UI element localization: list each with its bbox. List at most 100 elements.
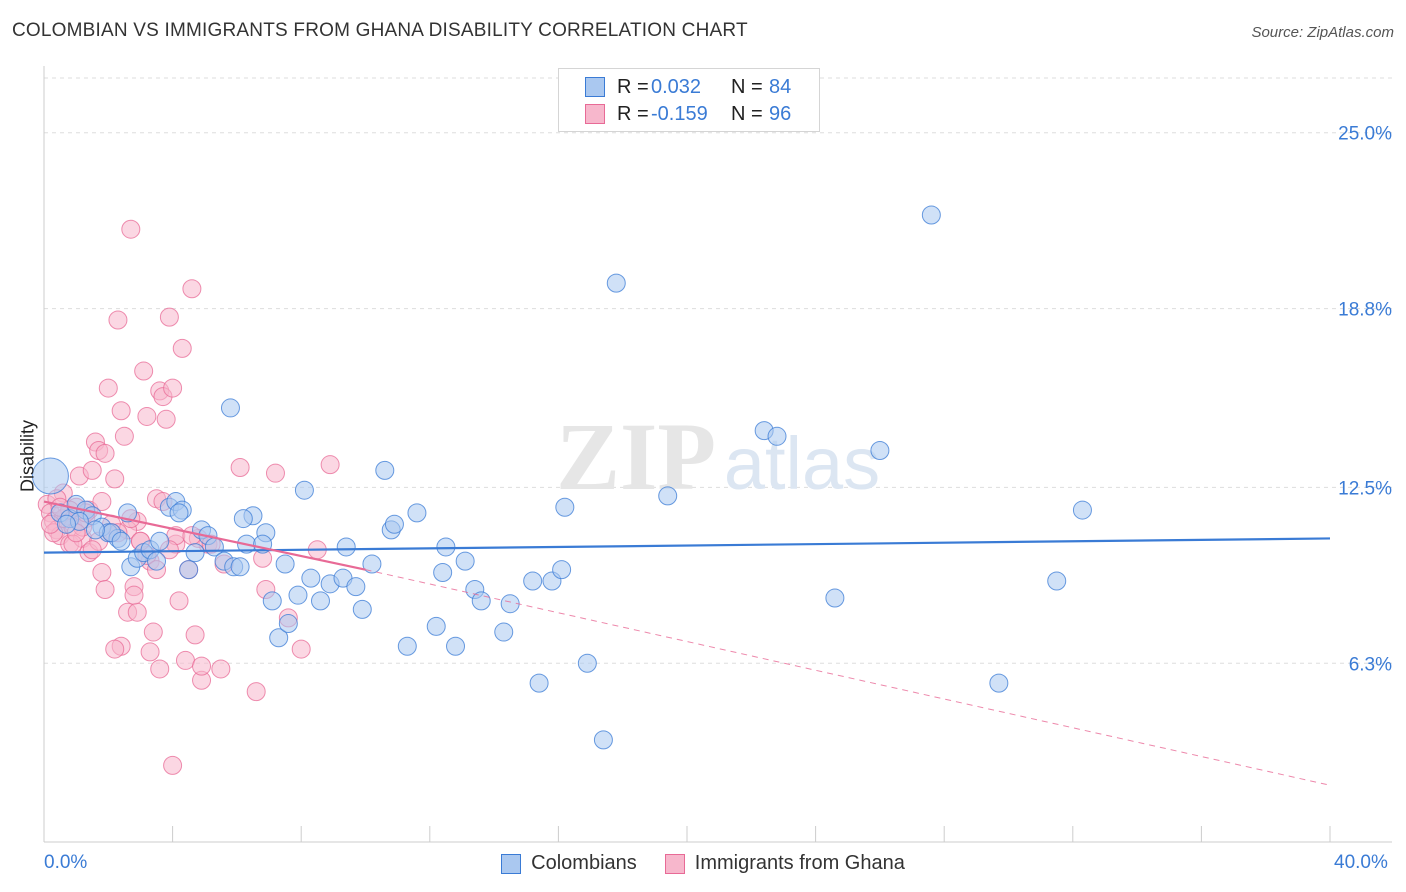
ghana-trend-line — [43, 500, 366, 571]
legend-r-value: -0.159 — [651, 102, 708, 125]
colombian-point — [85, 520, 105, 540]
ghana-point — [159, 307, 179, 327]
ghana-point — [111, 401, 131, 421]
x-tick-max: 40.0% — [1334, 852, 1388, 873]
ghana-point — [291, 639, 311, 659]
ghana-point — [172, 338, 192, 358]
legend-swatch-pink — [585, 104, 605, 124]
ghana-point — [95, 580, 115, 600]
ghana-point — [246, 682, 266, 702]
ghana-points — [37, 219, 340, 775]
colombian-point — [262, 591, 282, 611]
legend-r-value: 0.032 — [651, 75, 702, 98]
ghana-point — [82, 540, 102, 560]
ghana-point — [98, 378, 118, 398]
legend-n-label: N = — [731, 102, 763, 125]
legend-swatch-pink — [664, 853, 685, 874]
colombian-point — [767, 426, 787, 446]
colombian-point — [446, 636, 466, 656]
colombian-point — [294, 480, 314, 500]
watermark-zip: ZIP — [556, 403, 716, 510]
colombian-point — [397, 636, 417, 656]
colombian-trend-line — [43, 537, 1331, 554]
colombian-point — [150, 531, 170, 551]
colombian-point — [870, 440, 890, 460]
ghana-point — [108, 310, 128, 330]
colombian-point — [288, 585, 308, 605]
colombian-point — [523, 571, 543, 591]
colombian-point — [555, 497, 575, 517]
legend-label-ghana: Immigrants from Ghana — [694, 852, 905, 874]
ghana-point — [105, 639, 125, 659]
colombian-point — [346, 577, 366, 597]
x-tick-min: 0.0% — [44, 852, 88, 873]
y-axis-label: Disability — [17, 419, 38, 493]
ghana-point — [114, 426, 134, 446]
ghana-point — [124, 585, 144, 605]
series-legend: Colombians Immigrants from Ghana — [0, 852, 1406, 875]
ghana-point — [163, 755, 183, 775]
colombian-point — [375, 460, 395, 480]
colombian-point — [658, 486, 678, 506]
colombian-point — [825, 588, 845, 608]
colombian-point — [384, 514, 404, 534]
ghana-point — [320, 455, 340, 475]
colombian-point — [529, 673, 549, 693]
colombian-point — [433, 562, 453, 582]
ghana-point — [127, 602, 147, 622]
colombian-point — [352, 599, 372, 619]
colombian-point — [230, 557, 250, 577]
ghana-point — [121, 219, 141, 239]
colombian-points — [31, 205, 1092, 750]
ghana-point — [143, 622, 163, 642]
ghana-point — [156, 409, 176, 429]
ghana-point — [140, 642, 160, 662]
colombian-point — [362, 554, 382, 574]
colombian-point — [185, 543, 205, 563]
colombian-point — [336, 537, 356, 557]
colombian-point — [606, 273, 626, 293]
ghana-point — [211, 659, 231, 679]
ghana-point — [92, 492, 112, 512]
y-tick-label: 25.0% — [1338, 124, 1392, 145]
ghana-point — [230, 458, 250, 478]
legend-item-colombians[interactable]: Colombians — [501, 852, 637, 875]
ghana-point — [95, 443, 115, 463]
colombian-point — [921, 205, 941, 225]
colombian-point — [233, 509, 253, 529]
trend-lines — [43, 500, 1331, 786]
legend-n-value: 96 — [769, 102, 792, 125]
ghana-point — [134, 361, 154, 381]
colombian-point — [111, 531, 131, 551]
colombian-point — [1072, 500, 1092, 520]
ghana-point — [82, 460, 102, 480]
y-tick-label: 12.5% — [1338, 478, 1392, 499]
ghana-point — [163, 378, 183, 398]
y-tick-label: 18.8% — [1338, 300, 1392, 321]
legend-r-label: R = — [617, 75, 649, 98]
legend-item-ghana[interactable]: Immigrants from Ghana — [664, 852, 905, 875]
colombian-point — [1047, 571, 1067, 591]
legend-row-colombians: R = 0.032 N = 84 — [585, 74, 791, 100]
colombian-point — [407, 503, 427, 523]
colombian-point — [278, 614, 298, 634]
ghana-point — [265, 463, 285, 483]
colombian-point — [169, 503, 189, 523]
y-tick-labels: 6.3% 12.5% 18.8% 25.0% — [1338, 124, 1392, 676]
correlation-legend: R = 0.032 N = 84 R = -0.159 N = 96 — [558, 68, 820, 132]
ghana-point — [105, 469, 125, 489]
legend-swatch-blue — [501, 853, 522, 874]
colombian-point — [57, 514, 77, 534]
colombian-point — [552, 560, 572, 580]
colombian-point — [147, 551, 167, 571]
legend-r-label: R = — [617, 102, 649, 125]
colombian-point — [455, 551, 475, 571]
colombian-point — [494, 622, 514, 642]
grid-lines — [44, 77, 1392, 664]
legend-n-value: 84 — [769, 75, 792, 98]
colombian-point — [179, 560, 199, 580]
axes — [43, 66, 1392, 843]
colombian-point — [989, 673, 1009, 693]
ghana-point — [192, 656, 212, 676]
